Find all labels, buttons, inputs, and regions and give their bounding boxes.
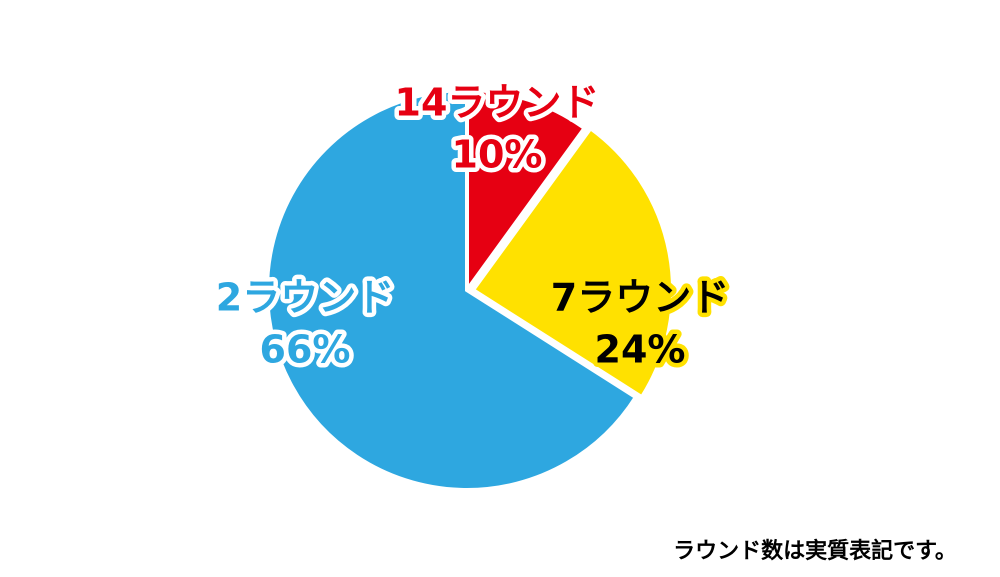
slice-label: 14ラウンド	[395, 81, 600, 125]
slice-value-label: 24%	[595, 328, 686, 372]
slice-label: 2ラウンド	[216, 276, 394, 320]
slice-value-label: 66%	[260, 328, 351, 372]
slice-value-label: 10%	[452, 133, 543, 177]
pie-slice	[470, 125, 675, 400]
slice-label: 7ラウンド	[551, 276, 729, 320]
pie-slice	[465, 87, 588, 297]
pie-slice	[265, 87, 639, 492]
footnote: ラウンド数は実質表記です。	[673, 538, 957, 564]
